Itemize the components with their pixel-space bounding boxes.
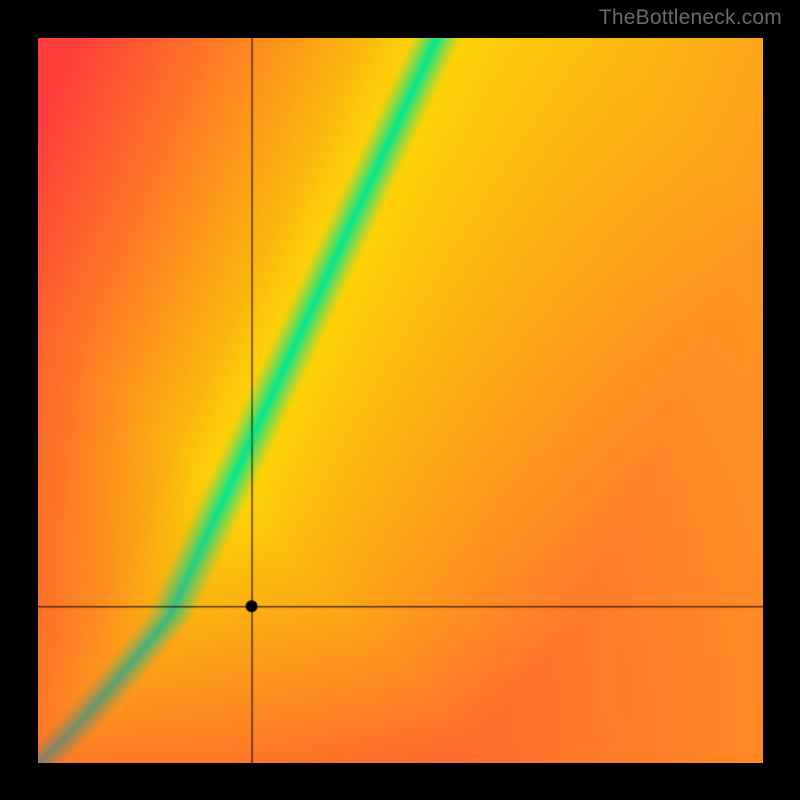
bottleneck-heatmap <box>38 38 763 763</box>
watermark-text: TheBottleneck.com <box>599 6 782 30</box>
chart-container: TheBottleneck.com <box>0 0 800 800</box>
